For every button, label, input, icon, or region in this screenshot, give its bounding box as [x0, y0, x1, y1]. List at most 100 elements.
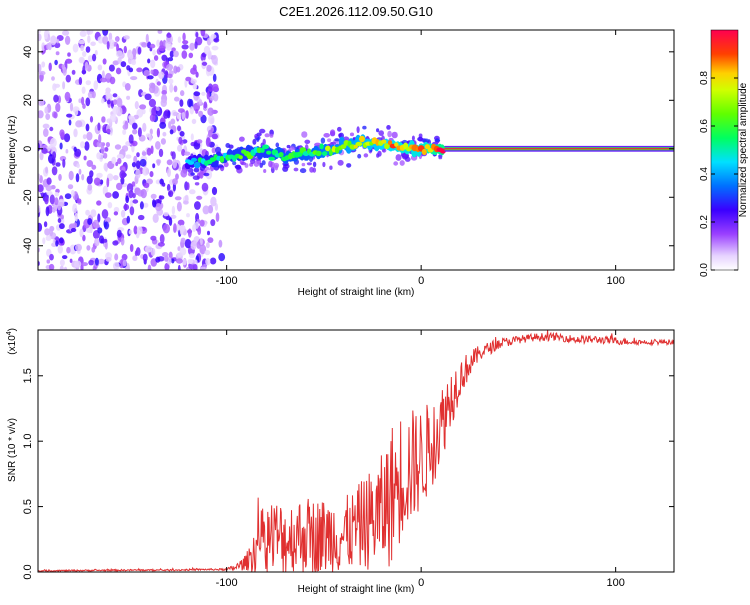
- spectrogram-halo-cell: [223, 161, 229, 168]
- spectrogram-noise-cell: [123, 204, 130, 211]
- spectrogram-noise-cell: [158, 148, 164, 158]
- spectrogram-noise-cell: [80, 44, 85, 52]
- spectrogram-noise-cell: [181, 148, 186, 157]
- spectrogram-noise-cell: [186, 182, 190, 191]
- spectrogram-halo-cell: [312, 167, 317, 173]
- spectrogram-halo-cell: [194, 182, 200, 186]
- spectrogram-noise-cell: [142, 253, 148, 262]
- spectrogram-halo-cell: [193, 167, 200, 173]
- spectrogram-noise-cell: [74, 108, 79, 116]
- spectrogram-noise-cell: [180, 90, 185, 97]
- spectrogram-noise-cell: [57, 204, 61, 211]
- spectrogram-halo-cell: [269, 133, 274, 138]
- spectrogram-noise-cell: [143, 69, 151, 77]
- spectrogram-noise-cell: [113, 175, 119, 181]
- spectrogram-noise-cell: [201, 61, 208, 66]
- snr-multiplier-close: ): [7, 328, 18, 331]
- spectrogram-noise-cell: [102, 35, 109, 45]
- spectrogram-halo-cell: [438, 156, 443, 160]
- spectrogram-noise-cell: [89, 170, 94, 178]
- spectrogram-noise-cell: [149, 128, 153, 135]
- spectrogram-noise-cell: [46, 177, 52, 185]
- spectrogram-noise-cell: [124, 83, 131, 91]
- spectrogram-ridge-cell: [340, 144, 347, 150]
- spectrogram-noise-cell: [203, 101, 208, 109]
- spectrogram-noise-cell: [128, 230, 133, 235]
- spectrogram-noise-cell: [104, 147, 109, 152]
- spectrogram-noise-cell: [156, 39, 161, 47]
- spectrogram-noise-cell: [102, 58, 107, 65]
- spectrogram-noise-cell: [78, 39, 86, 45]
- spectrogram-halo-cell: [217, 164, 224, 168]
- spectrogram-xtick-label: -100: [216, 275, 238, 287]
- spectrogram-noise-cell: [103, 152, 108, 159]
- spectrogram-noise-cell: [173, 223, 177, 233]
- spectrogram-noise-cell: [83, 155, 87, 161]
- snr-ytick-label: 1.5: [22, 368, 34, 383]
- spectrogram-noise-cell: [149, 43, 156, 49]
- snr-frame: [37, 329, 675, 573]
- spectrogram-halo-cell: [376, 128, 380, 133]
- spectrogram-noise-cell: [55, 162, 61, 167]
- spectrogram-halo-cell: [259, 162, 264, 168]
- spectrogram-noise-cell: [218, 253, 226, 262]
- spectrogram-noise-cell: [53, 111, 58, 119]
- spectrogram-noise-cell: [169, 129, 174, 135]
- spectrogram-noise-cell: [177, 125, 181, 132]
- spectrogram-noise-cell: [166, 33, 172, 38]
- spectrogram-noise-cell: [101, 209, 109, 219]
- spectrogram-noise-cell: [142, 166, 149, 176]
- spectrogram-noise-cell: [100, 145, 105, 155]
- spectrogram-noise-cell: [44, 228, 51, 236]
- spectrogram-halo-cell: [395, 154, 402, 161]
- spectrogram-noise-cell: [172, 178, 178, 186]
- spectrogram-noise-cell: [89, 116, 94, 123]
- spectrogram-noise-cell: [64, 91, 71, 102]
- spectrogram-noise-cell: [114, 36, 119, 42]
- spectrogram-noise-cell: [155, 256, 161, 263]
- spectrogram-noise-cell: [93, 80, 99, 91]
- spectrogram-noise-cell: [148, 98, 156, 108]
- spectrogram-noise-cell: [103, 162, 109, 172]
- spectrogram-noise-cell: [113, 206, 120, 213]
- spectrogram-noise-cell: [87, 35, 91, 44]
- spectrogram-noise-cell: [46, 191, 53, 196]
- spectrogram-noise-cell: [169, 83, 174, 93]
- spectrogram-halo-cell: [190, 172, 195, 176]
- spectrogram-halo-cell: [337, 159, 344, 166]
- spectrogram-noise-cell: [90, 209, 97, 218]
- spectrogram-noise-cell: [120, 209, 126, 218]
- spectrogram-halo-cell: [306, 162, 312, 166]
- spectrogram-noise-cell: [65, 74, 72, 83]
- spectrogram-ridge-cell: [268, 156, 276, 161]
- spectrogram-noise-cell: [75, 120, 83, 128]
- snr-series-line: [38, 330, 674, 572]
- spectrogram-noise-cell: [48, 263, 55, 270]
- spectrogram-noise-cell: [88, 259, 95, 266]
- spectrogram-xlabel: Height of straight line (km): [298, 287, 415, 298]
- spectrogram-noise-cell: [136, 226, 143, 235]
- spectrogram-halo-cell: [376, 153, 380, 158]
- spectrogram-ridge-cell: [322, 151, 328, 157]
- spectrogram-noise-cell: [106, 177, 110, 188]
- spectrogram-ridge-cell: [424, 144, 431, 150]
- spectrogram-noise-cell: [113, 261, 120, 270]
- spectrogram-noise-cell: [106, 128, 111, 134]
- spectrogram-noise-cell: [161, 90, 167, 95]
- spectrogram-noise-cell: [112, 240, 119, 246]
- spectrogram-noise-cell: [180, 169, 188, 178]
- spectrogram-noise-cell: [168, 251, 173, 260]
- spectrogram-noise-cell: [84, 141, 90, 151]
- spectrogram-noise-cell: [86, 131, 93, 141]
- spectrogram-noise-cell: [47, 42, 52, 51]
- spectrogram-ridge-cell: [319, 143, 324, 150]
- spectrogram-noise-cell: [38, 173, 41, 180]
- spectrogram-noise-cell: [215, 212, 220, 222]
- spectrogram-halo-cell: [225, 143, 231, 148]
- spectrogram-noise-cell: [183, 200, 189, 205]
- spectrogram-noise-cell: [112, 60, 120, 66]
- spectrogram-noise-cell: [128, 189, 134, 199]
- spectrogram-noise-cell: [93, 177, 101, 186]
- spectrogram-noise-cell: [51, 166, 58, 176]
- spectrogram-ylabel: Frequency (Hz): [7, 116, 18, 185]
